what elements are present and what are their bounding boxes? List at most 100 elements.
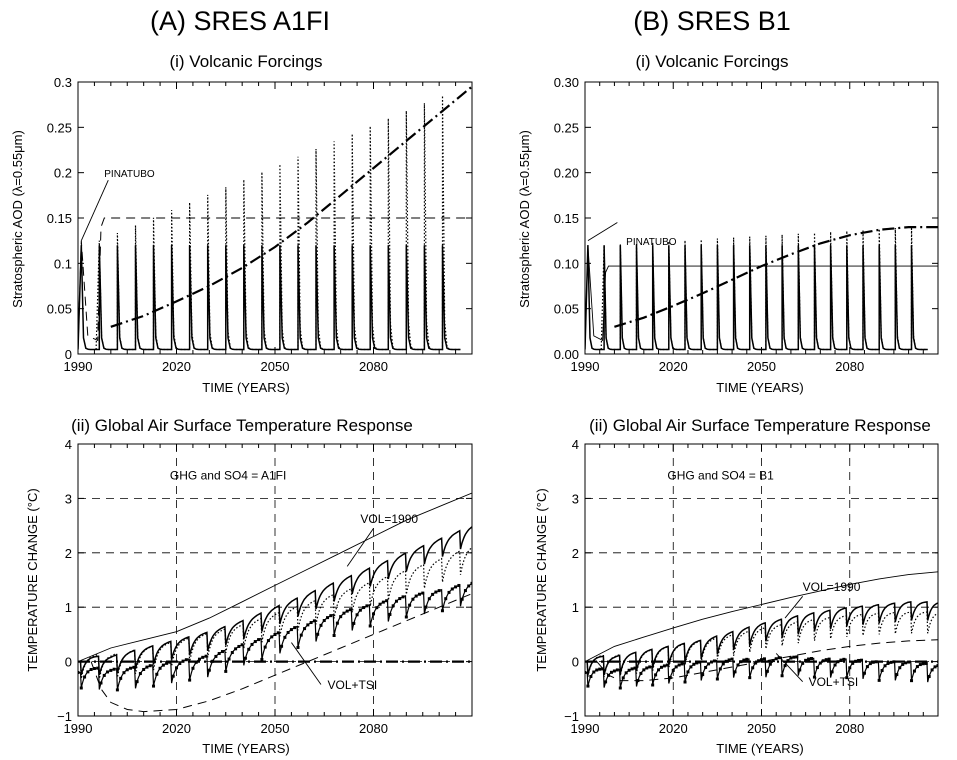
series-marker [342,611,346,615]
series-marker [447,590,451,594]
series-marker [810,657,814,661]
annotation-arrow [784,596,804,619]
series-marker [839,658,843,662]
series-marker [230,651,234,655]
series-marker [683,680,687,684]
series-marker [220,650,224,654]
series-marker [266,639,270,643]
series-marker [860,658,864,662]
series-marker [424,605,428,609]
series-marker [260,657,264,661]
series-marker [204,654,208,658]
series-marker [106,670,110,674]
panel-a-ii-title: (ii) Global Air Surface Temperature Resp… [71,416,413,435]
series-marker [648,665,652,669]
series-marker [273,632,277,636]
series-marker [760,658,763,662]
series-marker [630,667,634,671]
series-marker [765,669,769,673]
series-marker [721,662,725,666]
panel-b-ii-series [585,571,938,690]
series-marker [155,672,159,676]
series-marker [78,670,80,674]
series-marker [250,642,254,646]
y-tick-label: 0.15 [554,211,579,226]
panel-a-i-xlabel: TIME (YEARS) [202,380,289,395]
series-marker [214,654,218,658]
y-tick-label: 0.15 [47,211,72,226]
series-marker [240,643,244,647]
series-marker [639,671,643,675]
series-marker [924,661,928,665]
series-line-3 [110,85,472,328]
series-marker [365,604,369,608]
annotation-0: GHG and SO4 = A1FI [170,468,286,482]
series-marker [677,663,681,667]
series-marker [783,664,787,668]
series-marker [83,675,87,679]
series-marker [615,668,619,672]
series-marker [368,624,372,628]
x-tick-label: 2020 [162,721,191,736]
series-marker [762,657,766,661]
series-marker [89,667,93,671]
series-line-2 [585,245,938,350]
series-marker [283,635,287,639]
column-heading-a: (A) SRES A1FI [150,6,330,36]
series-marker [857,658,861,662]
series-marker [674,665,678,669]
annotation-0: GHG and SO4 = B1 [667,468,774,482]
series-marker [358,608,362,612]
series-line-1 [95,95,461,351]
series-marker [237,644,241,648]
series-marker [927,674,931,678]
panel-b-i-annotations: PINATUBO [587,222,677,248]
series-marker [404,615,408,619]
series-marker [795,655,799,659]
series-marker [401,595,405,599]
series-line-1 [78,526,472,676]
annotation-1: VOL=1990 [360,512,418,526]
y-tick-label: 0 [65,655,72,670]
panel-b-ii-title: (ii) Global Air Surface Temperature Resp… [589,416,931,435]
series-marker [329,614,333,618]
series-marker [224,669,228,673]
x-tick-label: 2050 [261,721,290,736]
series-marker [745,657,749,661]
annotation-0: PINATUBO [104,169,155,180]
series-marker [201,655,205,659]
series-marker [921,662,925,666]
series-marker [227,657,231,661]
series-line-3 [614,226,938,328]
series-marker [730,657,734,661]
series-marker [807,657,811,661]
panel-a-i-ylabel: Stratospheric AOD (λ=0.55μm) [10,130,25,308]
series-marker [207,668,211,672]
series-marker [99,681,103,685]
series-marker [695,661,699,665]
series-marker [289,628,293,632]
x-tick-label: 2080 [359,359,388,374]
series-marker [414,594,418,598]
series-marker [801,661,805,665]
series-marker [381,600,385,604]
series-marker [668,676,672,680]
y-tick-label: 1 [572,600,579,615]
series-marker [912,669,916,673]
series-marker [135,680,139,684]
series-marker [178,662,182,666]
series-marker [158,666,162,670]
series-marker [707,662,711,666]
series-marker [444,597,448,601]
series-marker [792,655,796,659]
series-marker [345,609,349,613]
series-marker [701,673,705,677]
series-marker [138,672,142,676]
series-marker [662,664,666,668]
series-marker [862,671,866,675]
series-marker [326,616,330,620]
series-marker [119,676,123,680]
y-tick-label: 0.3 [54,75,72,90]
series-line-0 [78,492,472,663]
y-tick-label: 0.10 [554,256,579,271]
